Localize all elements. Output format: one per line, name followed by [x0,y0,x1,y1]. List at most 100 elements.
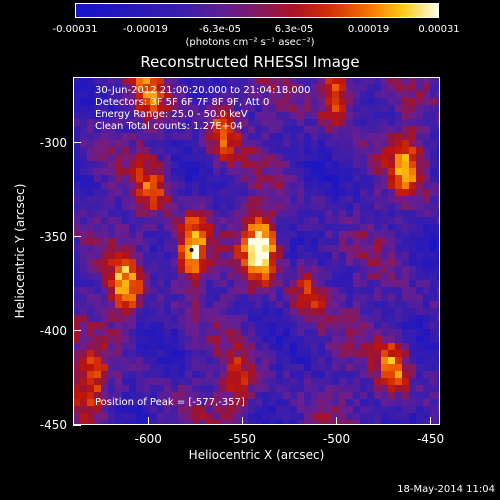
heatmap-cell [213,182,220,189]
heatmap-cell [129,119,136,126]
heatmap-cell [164,112,171,119]
heatmap-cell [367,357,374,364]
heatmap-cell [297,266,304,273]
heatmap-cell [283,315,290,322]
heatmap-cell [283,301,290,308]
heatmap-cell [73,112,80,119]
heatmap-cell [318,294,325,301]
heatmap-cell [395,385,402,392]
heatmap-cell [122,294,129,301]
heatmap-cell [136,350,143,357]
heatmap-cell [73,182,80,189]
heatmap-cell [150,91,157,98]
heatmap-cell [129,238,136,245]
heatmap-cell [423,259,430,266]
heatmap-cell [192,203,199,210]
heatmap-cell [269,175,276,182]
heatmap-cell [178,385,185,392]
heatmap-cell [318,378,325,385]
heatmap-cell [234,182,241,189]
heatmap-cell [80,406,87,413]
heatmap-cell [122,154,129,161]
heatmap-cell [423,252,430,259]
heatmap-cell [94,308,101,315]
heatmap-cell [178,203,185,210]
heatmap-cell [87,280,94,287]
heatmap-cell [332,259,339,266]
heatmap-cell [164,329,171,336]
heatmap-cell [367,210,374,217]
heatmap-cell [94,77,101,84]
heatmap-cell [136,273,143,280]
heatmap-cell [136,231,143,238]
heatmap-cell [339,140,346,147]
heatmap-cell [311,301,318,308]
heatmap-cell [143,105,150,112]
heatmap-cell [339,168,346,175]
heatmap-cell [339,119,346,126]
heatmap-cell [297,252,304,259]
heatmap-cell [346,252,353,259]
heatmap-cell [94,301,101,308]
heatmap-cell [360,315,367,322]
heatmap-cell [297,357,304,364]
heatmap-cell [87,203,94,210]
heatmap-cell [304,301,311,308]
heatmap-cell [234,399,241,406]
heatmap-cell [115,378,122,385]
heatmap-cell [332,343,339,350]
heatmap-cell [73,315,80,322]
heatmap-cell [150,315,157,322]
heatmap-cell [108,196,115,203]
heatmap-cell [374,301,381,308]
heatmap-cell [255,217,262,224]
heatmap-cell [374,336,381,343]
heatmap-cell [353,126,360,133]
heatmap-cell [108,210,115,217]
heatmap-cell [402,280,409,287]
heatmap-cell [269,371,276,378]
heatmap-cell [150,329,157,336]
heatmap-cell [276,203,283,210]
heatmap-cell [213,287,220,294]
heatmap-cell [346,140,353,147]
heatmap-cell [325,210,332,217]
heatmap-cell [87,98,94,105]
heatmap-cell [255,196,262,203]
heatmap-cell [73,91,80,98]
heatmap-cell [115,301,122,308]
heatmap-cell [192,91,199,98]
heatmap-cell [283,77,290,84]
heatmap-cell [395,161,402,168]
heatmap-cell [157,357,164,364]
heatmap-cell [94,259,101,266]
heatmap-cell [283,406,290,413]
heatmap-cell [409,238,416,245]
heatmap-cell [304,196,311,203]
heatmap-cell [332,336,339,343]
heatmap-cell [115,112,122,119]
heatmap-cell [178,161,185,168]
heatmap-cell [199,112,206,119]
heatmap-cell [311,77,318,84]
heatmap-cell [339,343,346,350]
heatmap-cell [129,406,136,413]
heatmap-cell [87,182,94,189]
heatmap-cell [220,315,227,322]
heatmap-cell [381,329,388,336]
heatmap-cell [262,175,269,182]
heatmap-cell [199,238,206,245]
heatmap-cell [150,161,157,168]
heatmap-cell [80,168,87,175]
heatmap-cell [234,280,241,287]
heatmap-cell [171,154,178,161]
heatmap-cell [346,266,353,273]
heatmap-cell [402,119,409,126]
heatmap-cell [213,252,220,259]
heatmap-cell [262,77,269,84]
heatmap-cell [409,84,416,91]
heatmap-cell [136,266,143,273]
heatmap-cell [234,371,241,378]
heatmap-cell [248,378,255,385]
heatmap-cell [206,280,213,287]
